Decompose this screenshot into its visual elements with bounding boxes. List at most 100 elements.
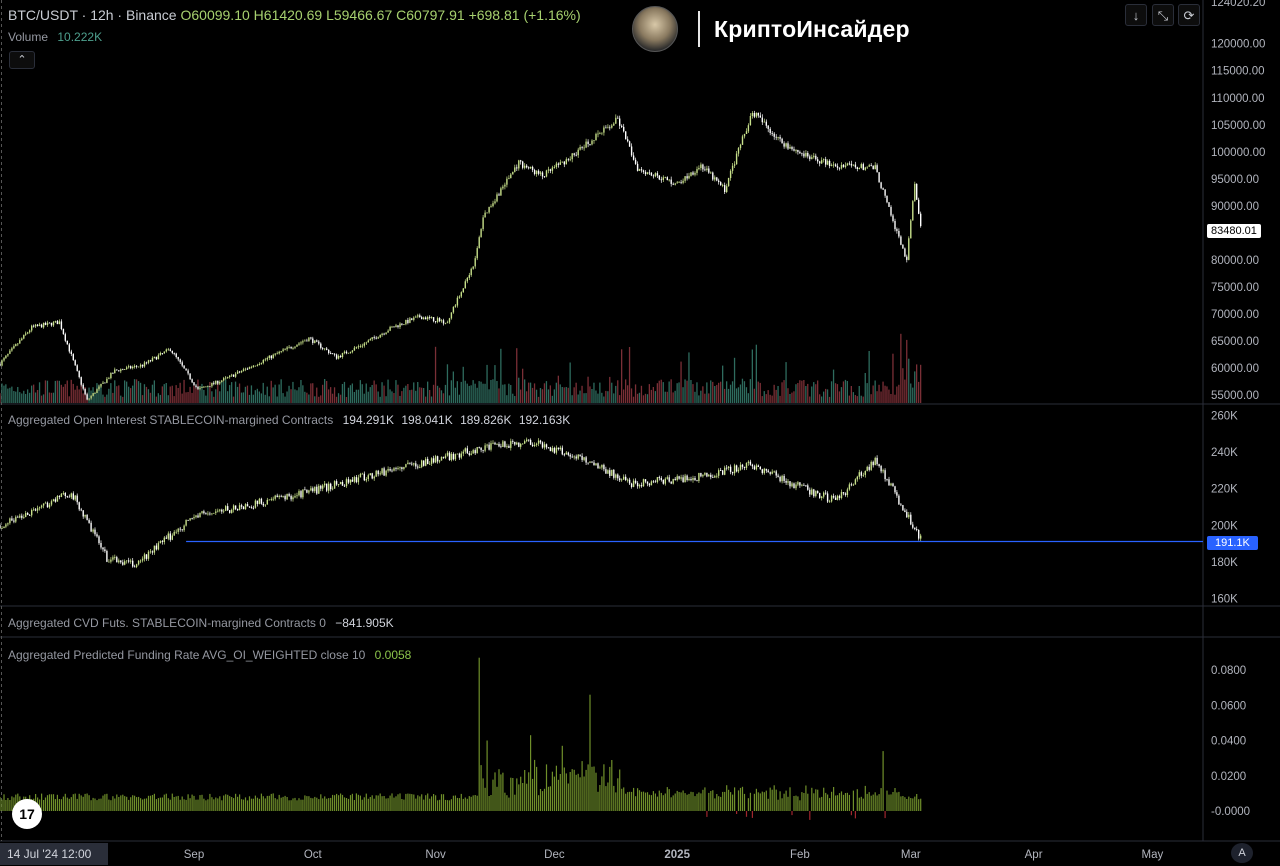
oi-body bbox=[266, 499, 268, 505]
oi-body bbox=[185, 520, 187, 526]
volume-bar bbox=[268, 396, 270, 403]
funding-bar bbox=[213, 799, 215, 811]
volume-bar bbox=[644, 393, 647, 403]
funding-bar bbox=[878, 794, 880, 811]
oi-body bbox=[858, 472, 860, 477]
funding-bar bbox=[623, 787, 625, 811]
volume-bar bbox=[656, 383, 658, 403]
candle-body bbox=[876, 165, 878, 173]
oi-body bbox=[173, 531, 175, 536]
tradingview-logo-icon[interactable]: 17 bbox=[12, 799, 42, 829]
funding-bar bbox=[688, 793, 690, 811]
oi-body bbox=[702, 474, 704, 477]
funding-bar bbox=[151, 795, 154, 811]
candle-body bbox=[553, 167, 556, 168]
candle-body bbox=[623, 126, 625, 132]
candle-body bbox=[559, 162, 561, 165]
funding-bar bbox=[440, 794, 443, 811]
funding-bar bbox=[193, 795, 195, 811]
price-tick-label: 115000.00 bbox=[1211, 66, 1265, 78]
volume-bar bbox=[613, 393, 615, 403]
funding-bar bbox=[807, 793, 809, 811]
symbol-legend[interactable]: BTC/USDT · 12h · Binance O60099.10 H6142… bbox=[8, 7, 581, 23]
volume-bar bbox=[743, 381, 746, 403]
volume-bar bbox=[470, 385, 472, 403]
funding-legend[interactable]: Aggregated Predicted Funding Rate AVG_OI… bbox=[8, 648, 411, 662]
chevron-up-icon[interactable]: ⌃ bbox=[9, 51, 35, 69]
volume-bar bbox=[266, 386, 268, 403]
funding-tick-label: 0.0200 bbox=[1211, 771, 1246, 783]
arrow-down-icon[interactable]: ↓ bbox=[1125, 4, 1147, 26]
volume-legend[interactable]: Volume 10.222K bbox=[8, 30, 102, 44]
volume-bar bbox=[894, 394, 896, 403]
candle-body bbox=[561, 161, 563, 163]
refresh-icon[interactable]: ⟳ bbox=[1178, 4, 1200, 26]
auto-scale-button[interactable]: A bbox=[1231, 843, 1253, 863]
oi-body bbox=[880, 466, 882, 472]
volume-bar bbox=[19, 392, 21, 403]
oi-body bbox=[258, 498, 261, 504]
funding-bar bbox=[324, 796, 326, 811]
candle-body bbox=[193, 382, 195, 386]
volume-bar bbox=[526, 391, 528, 403]
oi-body bbox=[696, 480, 698, 482]
volume-bar bbox=[714, 386, 716, 403]
candle-body bbox=[58, 321, 61, 325]
funding-bar bbox=[720, 796, 722, 811]
oi-body bbox=[312, 488, 314, 492]
volume-bar bbox=[500, 348, 502, 403]
volume-bar bbox=[145, 386, 148, 403]
volume-bar bbox=[496, 381, 498, 403]
oi-body bbox=[731, 471, 734, 474]
volume-bar bbox=[842, 381, 845, 403]
funding-bar bbox=[674, 793, 676, 811]
candle-body bbox=[640, 169, 643, 171]
candle-body bbox=[31, 325, 33, 331]
candle-body bbox=[769, 128, 771, 133]
volume-bar bbox=[345, 397, 348, 403]
funding-tick-label: 0.0800 bbox=[1211, 665, 1246, 677]
funding-bar bbox=[718, 796, 720, 811]
volume-bar bbox=[900, 333, 902, 403]
candle-body bbox=[419, 315, 421, 317]
candle-body bbox=[763, 121, 765, 123]
oi-value-low: 189.826K bbox=[460, 413, 512, 427]
funding-bar bbox=[702, 789, 704, 811]
funding-bar bbox=[694, 796, 696, 811]
ohlc-change: +698.81 (+1.16%) bbox=[468, 7, 581, 23]
candle-body bbox=[888, 202, 890, 207]
candle-body bbox=[282, 349, 284, 351]
funding-bar bbox=[417, 795, 419, 811]
oi-body bbox=[516, 442, 518, 445]
oi-body bbox=[225, 506, 227, 511]
oi-body bbox=[541, 442, 544, 448]
volume-bar bbox=[504, 384, 506, 403]
oi-body bbox=[13, 520, 15, 522]
oi-body bbox=[209, 513, 211, 515]
funding-bar bbox=[60, 799, 62, 811]
funding-bar bbox=[484, 787, 486, 811]
oi-body bbox=[353, 477, 356, 482]
oi-body bbox=[856, 476, 858, 480]
funding-bar bbox=[191, 794, 193, 811]
volume-value: 10.222K bbox=[57, 30, 103, 44]
funding-bar bbox=[510, 777, 512, 811]
funding-bar bbox=[179, 799, 181, 811]
cvd-legend[interactable]: Aggregated CVD Futs. STABLECOIN-margined… bbox=[8, 616, 394, 630]
candle-body bbox=[347, 352, 350, 354]
volume-bar bbox=[892, 353, 894, 403]
oi-body bbox=[706, 472, 708, 477]
candle-body bbox=[201, 386, 203, 388]
candle-body bbox=[628, 141, 631, 147]
candle-body bbox=[3, 358, 5, 361]
funding-bar bbox=[207, 799, 209, 811]
oi-legend[interactable]: Aggregated Open Interest STABLECOIN-marg… bbox=[8, 413, 570, 427]
funding-bar bbox=[666, 787, 668, 811]
maximize-icon[interactable]: ⤡ bbox=[1152, 4, 1174, 26]
volume-bar bbox=[638, 392, 641, 403]
funding-bar bbox=[157, 798, 159, 811]
volume-bar bbox=[171, 385, 173, 403]
funding-bar bbox=[256, 797, 258, 811]
volume-bar bbox=[619, 395, 621, 403]
